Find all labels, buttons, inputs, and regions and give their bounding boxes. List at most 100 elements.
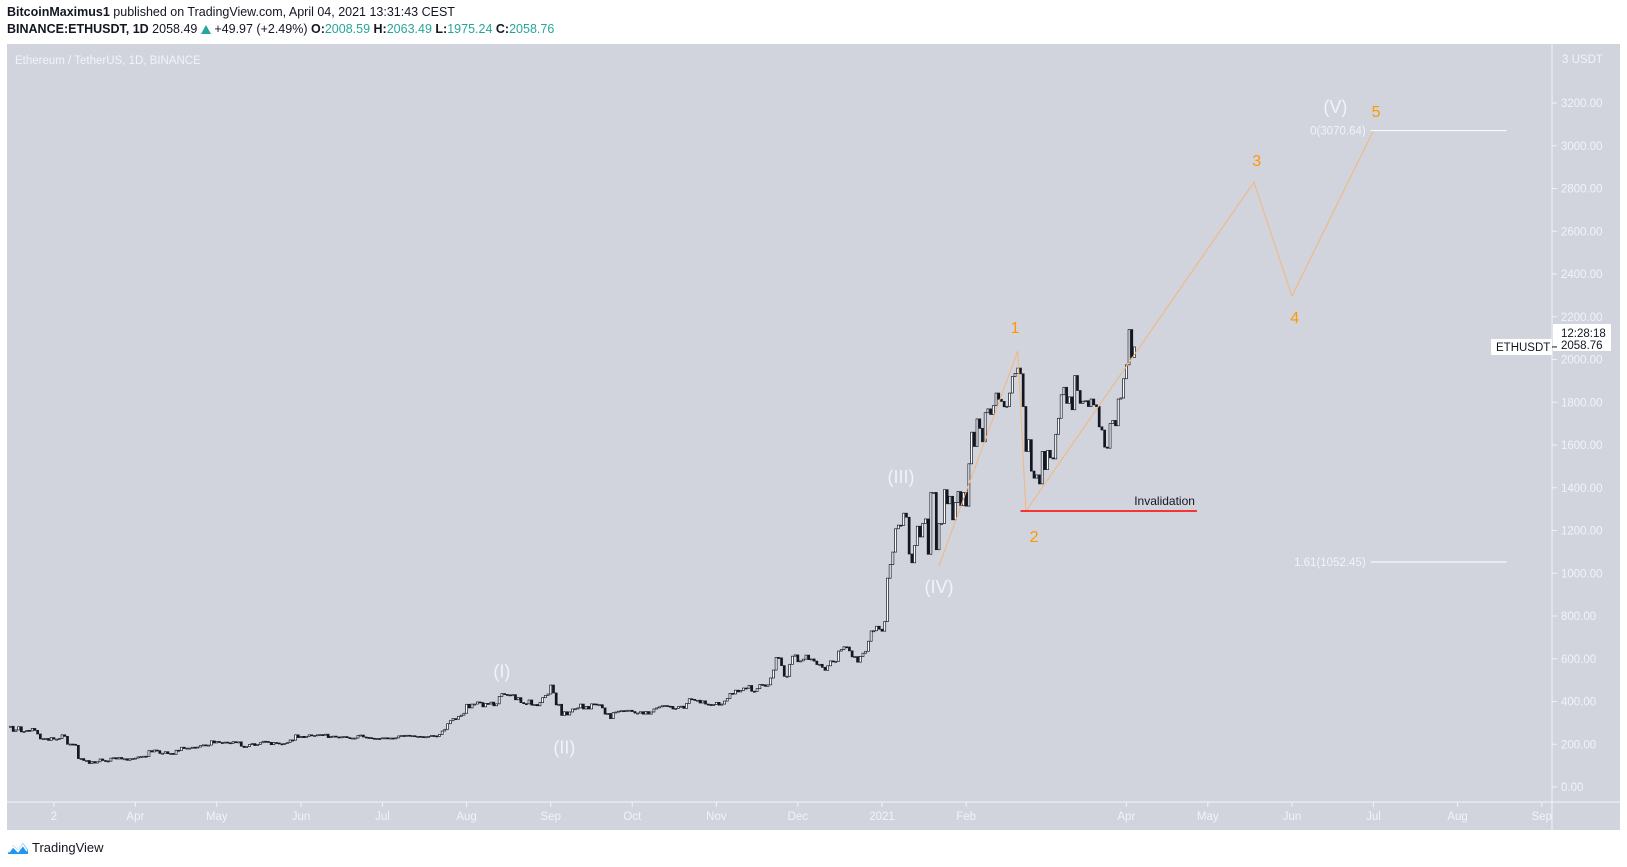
candle <box>1070 396 1074 411</box>
candle <box>87 760 91 764</box>
major-wave-label: (II) <box>553 737 575 757</box>
candle <box>772 669 775 679</box>
candle <box>432 735 436 737</box>
candle <box>337 736 341 739</box>
candle <box>172 753 175 755</box>
candle <box>625 709 629 712</box>
candle <box>389 737 392 740</box>
candle <box>989 408 992 415</box>
candle <box>153 749 156 753</box>
candle <box>305 735 308 738</box>
candle <box>1127 329 1131 366</box>
candle <box>698 699 702 704</box>
candle <box>438 734 441 737</box>
price-tick-label: 2200.00 <box>1561 312 1603 324</box>
candle <box>215 741 219 744</box>
candle <box>416 735 420 738</box>
candle <box>370 737 373 739</box>
candle <box>663 705 667 707</box>
candle <box>1095 404 1098 407</box>
price-tick-label: 2000.00 <box>1561 355 1603 367</box>
candle <box>345 736 349 738</box>
candle <box>1035 474 1039 479</box>
candle <box>334 735 338 738</box>
candle <box>945 489 949 505</box>
candle <box>242 745 246 748</box>
candle <box>364 736 368 739</box>
candle <box>375 738 379 740</box>
candle <box>204 744 208 747</box>
candle <box>934 492 938 551</box>
candle <box>617 710 620 713</box>
candle <box>1027 439 1030 452</box>
candle <box>734 689 737 695</box>
candle <box>823 666 827 671</box>
last-price: 2058.49 <box>152 22 198 36</box>
candle <box>508 694 512 697</box>
price-tick-label: 1400.00 <box>1561 483 1603 495</box>
candle <box>742 687 745 691</box>
candle <box>340 736 344 739</box>
triangle-up-icon <box>201 25 212 34</box>
candle <box>516 697 520 701</box>
candle <box>321 734 325 736</box>
candle <box>810 658 813 661</box>
candle <box>272 742 276 746</box>
candle <box>1008 392 1011 407</box>
candle <box>921 523 925 538</box>
candle <box>791 655 794 665</box>
candle <box>58 738 61 740</box>
candle <box>981 427 984 443</box>
tradingview-logo-icon <box>8 842 28 854</box>
time-tick-label: Nov <box>706 811 727 823</box>
candle <box>166 751 170 755</box>
candle <box>258 742 262 745</box>
publish-info: BitcoinMaximus1 published on TradingView… <box>7 5 455 19</box>
author-name[interactable]: BitcoinMaximus1 <box>7 5 110 19</box>
candle <box>522 702 525 704</box>
time-tick-label: Aug <box>456 811 476 823</box>
price-tick-label: 1600.00 <box>1561 440 1603 452</box>
candle <box>1057 417 1060 435</box>
candle <box>1051 457 1055 460</box>
candle <box>11 725 15 732</box>
symbol-tag <box>1491 338 1552 355</box>
low-value: 1975.24 <box>447 22 493 36</box>
candle <box>310 734 314 737</box>
candle <box>155 749 159 752</box>
candle <box>926 518 930 555</box>
candle <box>429 735 433 737</box>
candle <box>891 551 895 565</box>
candle <box>636 712 640 715</box>
candle <box>894 528 897 553</box>
chart-title: Ethereum / TetherUS, 1D, BINANCE <box>15 55 201 67</box>
candle <box>837 650 840 662</box>
candle <box>356 735 360 739</box>
candle <box>1054 433 1058 460</box>
candle <box>1092 398 1096 406</box>
candle <box>1021 373 1025 407</box>
candle <box>462 712 466 716</box>
candle <box>174 749 178 755</box>
candle <box>1005 405 1009 408</box>
candle <box>226 741 230 744</box>
candle <box>421 736 425 738</box>
candle <box>63 734 67 737</box>
candle <box>503 693 506 695</box>
minor-wave-label: 5 <box>1372 104 1381 121</box>
candle <box>576 707 580 710</box>
candle <box>747 685 751 689</box>
candle <box>492 701 496 707</box>
candle <box>696 699 699 702</box>
tradingview-branding[interactable]: TradingView <box>7 840 104 855</box>
candle <box>85 760 88 762</box>
candle <box>685 703 688 709</box>
candle <box>1067 396 1071 404</box>
time-tick-label: Jul <box>375 811 390 823</box>
candle <box>1046 449 1049 470</box>
candle <box>549 684 553 695</box>
candle <box>1013 373 1017 377</box>
candle <box>592 703 596 706</box>
candle <box>839 649 843 652</box>
